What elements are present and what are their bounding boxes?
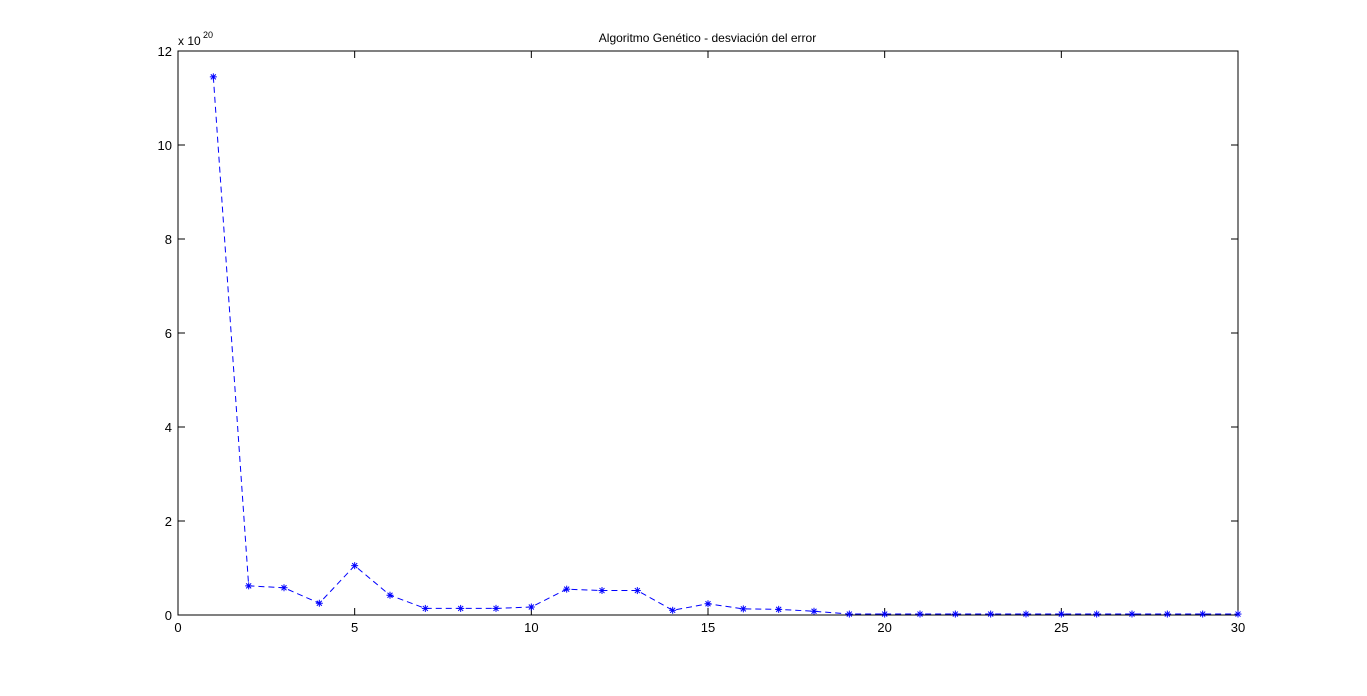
- data-point-marker: [351, 562, 359, 570]
- y-tick-label: 10: [158, 138, 172, 153]
- data-point-marker: [1057, 610, 1065, 618]
- data-point-marker: [633, 587, 641, 595]
- x-tick-label: 0: [174, 620, 181, 635]
- y-axis: 0 2 4 6 8 10 12: [158, 44, 1238, 623]
- data-point-marker: [457, 604, 465, 612]
- data-point-marker: [916, 610, 924, 618]
- data-point-marker: [598, 587, 606, 595]
- data-point-marker: [315, 599, 323, 607]
- plot-area: [177, 50, 1239, 616]
- data-point-marker: [492, 604, 500, 612]
- y-axis-exponent-base: x 10: [178, 34, 201, 48]
- data-point-marker: [245, 582, 253, 590]
- data-point-marker: [209, 73, 217, 81]
- y-tick-label: 0: [165, 608, 172, 623]
- y-axis-exponent: x 10 20: [178, 30, 213, 48]
- x-tick-label: 15: [701, 620, 715, 635]
- data-point-marker: [739, 605, 747, 613]
- data-point-marker: [775, 605, 783, 613]
- chart-title: Algoritmo Genético - desviación del erro…: [599, 31, 816, 45]
- y-tick-label: 8: [165, 232, 172, 247]
- y-axis-exponent-power: 20: [203, 30, 213, 40]
- data-series: [209, 73, 1242, 618]
- data-point-marker: [951, 610, 959, 618]
- data-point-marker: [845, 610, 853, 618]
- data-point-marker: [527, 603, 535, 611]
- x-tick-label: 30: [1231, 620, 1245, 635]
- data-point-marker: [669, 606, 677, 614]
- data-point-marker: [386, 591, 394, 599]
- data-point-marker: [987, 610, 995, 618]
- y-tick-label: 6: [165, 326, 172, 341]
- data-point-marker: [881, 610, 889, 618]
- data-point-marker: [563, 585, 571, 593]
- x-tick-label: 20: [877, 620, 891, 635]
- data-point-marker: [1022, 610, 1030, 618]
- x-tick-label: 5: [351, 620, 358, 635]
- data-point-marker: [421, 604, 429, 612]
- x-tick-label: 10: [524, 620, 538, 635]
- data-point-marker: [1093, 610, 1101, 618]
- series-line: [212, 76, 1238, 615]
- y-tick-label: 12: [158, 44, 172, 59]
- data-point-marker: [810, 607, 818, 615]
- data-point-marker: [1234, 610, 1242, 618]
- data-point-marker: [1199, 610, 1207, 618]
- data-point-marker: [280, 584, 288, 592]
- data-point-marker: [1128, 610, 1136, 618]
- y-tick-label: 2: [165, 514, 172, 529]
- x-tick-label: 25: [1054, 620, 1068, 635]
- data-point-marker: [704, 600, 712, 608]
- y-tick-label: 4: [165, 420, 172, 435]
- data-point-marker: [1163, 610, 1171, 618]
